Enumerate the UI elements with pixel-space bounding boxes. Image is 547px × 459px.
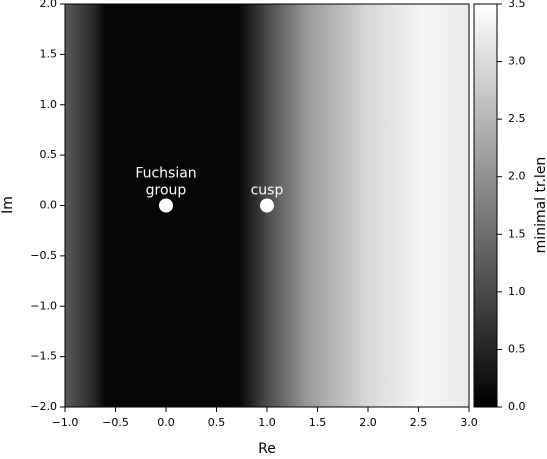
x-tick-label: 0.5 [208,416,226,429]
y-tick-label: 1.5 [40,47,58,60]
y-tick-label: −0.5 [30,249,57,262]
y-axis-label: Im [0,196,16,214]
y-tick-label: −1.5 [30,350,57,363]
point [260,198,274,213]
x-tick-label: 1.5 [309,416,327,429]
annotation: group [146,183,187,199]
x-tick-label: 0.0 [157,416,175,429]
x-tick-label: 3.0 [460,416,478,429]
y-tick-label: 1.0 [40,98,58,111]
x-tick-label: −1.0 [52,416,79,429]
colorbar-tick-label: 2.5 [508,112,526,125]
colorbar-label: minimal tr.len [533,157,547,254]
colorbar-tick-label: 3.0 [508,55,526,68]
colorbar-tick-label: 0.0 [508,400,526,413]
colorbar-tick-label: 0.5 [508,342,526,355]
x-tick-label: 2.5 [410,416,428,429]
annotation: Fuchsian [135,166,196,182]
x-tick-label: 2.0 [359,416,377,429]
annotation: cusp [251,183,284,199]
y-tick-label: 0.5 [40,148,58,161]
y-tick-label: 0.0 [40,199,58,212]
x-axis-label: Re [258,441,276,455]
point [159,198,173,213]
y-tick-label: 2.0 [40,0,58,10]
y-tick-label: −1.0 [30,299,57,312]
x-tick-label: 1.0 [258,416,276,429]
colorbar-tick-label: 2.0 [508,170,526,183]
colorbar [473,3,498,408]
colorbar-tick-label: 3.5 [508,0,526,10]
x-tick-label: −0.5 [102,416,129,429]
y-tick-label: −2.0 [30,400,57,413]
colorbar-tick-label: 1.5 [508,227,526,240]
colorbar-tick-label: 1.0 [508,285,526,298]
